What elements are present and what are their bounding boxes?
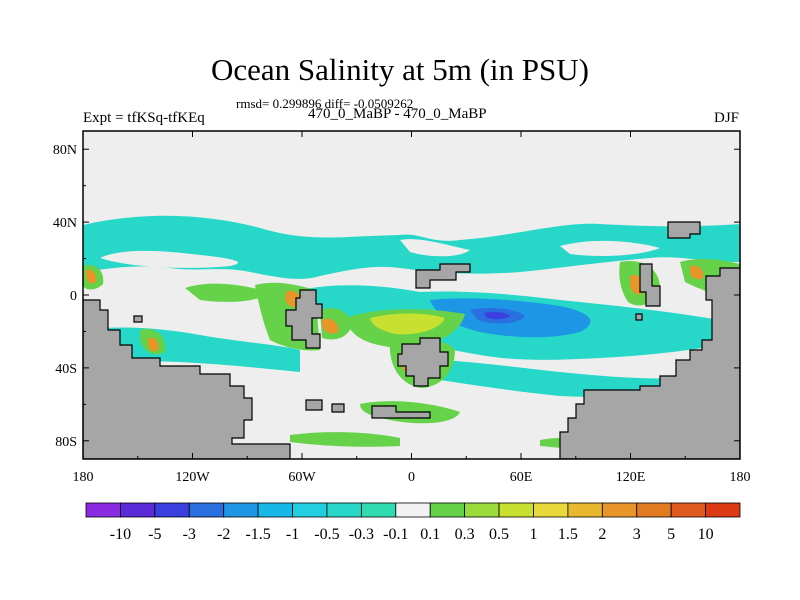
land-east-island [639,263,661,307]
colorbar-swatch [429,502,466,518]
colorbar-label: -2 [217,526,230,543]
y-tick-label: 0 [70,289,77,304]
salty-spot [148,337,159,352]
x-tick-label: 60W [288,470,316,485]
colorbar-swatch [533,502,569,518]
y-tick-label: 80S [55,435,77,450]
north-band-gap [100,250,239,268]
colorbar-label: 2 [598,526,606,543]
colorbar: -10 -5 -3 -2 -1.5 -1 -0.5 -0.3 -0.1 0.1 0.3 0.5 1 1.5… [85,502,741,543]
colorbar-swatch [326,502,362,518]
stats-label: rmsd= 0.299896 diff= -0.0509262 [236,96,414,111]
colorbar-swatch [705,502,741,518]
land-small-isle [635,313,643,321]
x-tick-label: 180 [730,470,751,485]
y-tick-label: 40N [53,216,77,231]
salty-spot [86,269,97,284]
colorbar-swatch [188,502,225,518]
chart-subtitle: 470_0_MaBP - 470_0_MaBP [308,106,487,122]
season-label: DJF [713,110,739,126]
south-fresh-band [440,360,700,397]
land-small-isle [331,403,345,413]
colorbar-label: -3 [183,526,196,543]
deep-fresh-core-center [484,312,510,320]
colorbar-swatch [670,502,706,518]
colorbar-label: 1.5 [558,526,578,543]
y-tick-label: 40S [55,362,77,377]
colorbar-label: 3 [633,526,641,543]
colorbar-swatch [464,502,500,518]
land-southeast [559,267,740,459]
x-tick-label: 180 [73,470,94,485]
north-band-gap [560,240,660,256]
colorbar-label: 0.1 [420,526,440,543]
experiment-label: Expt = tfKSq-tfKEq [83,110,205,126]
colorbar-label: -10 [110,526,131,543]
x-tick-label: 0 [408,470,415,485]
colorbar-swatch [85,502,121,518]
colorbar-label: -0.1 [383,526,408,543]
colorbar-label: -0.3 [349,526,374,543]
colorbar-label: -1 [286,526,299,543]
map-field [83,131,740,459]
x-tick-label: 60E [510,470,533,485]
colorbar-swatch [257,502,293,518]
colorbar-swatch [120,502,156,518]
x-tick-label: 120W [175,470,210,485]
land-continent-central [397,337,449,387]
colorbar-swatch [395,502,431,518]
axes: 180 120W 60W 0 60E 120E 180 80N 40N 0 40S 80S [53,131,751,485]
colorbar-label: 1 [529,526,537,543]
colorbar-swatch [154,502,190,518]
colorbar-label: 5 [667,526,675,543]
colorbar-swatch [567,502,603,518]
land-north-strip [415,263,471,289]
x-tick-label: 120E [616,470,646,485]
colorbar-label: -0.5 [314,526,339,543]
colorbar-swatch [223,502,259,518]
land-small-isle [305,399,323,411]
land-southwest [83,299,291,459]
colorbar-swatch [498,502,534,518]
salty-patch-strong [370,313,445,335]
chart-title: Ocean Salinity at 5m (in PSU) [211,52,589,87]
colorbar-swatch [360,502,397,518]
land-small-isle [133,315,143,323]
colorbar-label: 0.5 [489,526,509,543]
colorbar-label: 0.3 [455,526,475,543]
north-band-gap [400,239,470,257]
salty-spot [690,265,704,280]
colorbar-swatch [636,502,672,518]
land-northeast-island [667,221,701,239]
colorbar-label: -1.5 [245,526,270,543]
salty-patch [290,432,400,447]
colorbar-swatch [601,502,638,518]
colorbar-label: 10 [698,526,714,543]
colorbar-label: -5 [148,526,161,543]
salty-spot [322,318,339,334]
colorbar-swatch [292,502,328,518]
salty-patch [185,283,270,302]
land-continent-west [285,289,323,349]
land-antarctic-strip [371,405,431,419]
y-tick-label: 80N [53,143,77,158]
